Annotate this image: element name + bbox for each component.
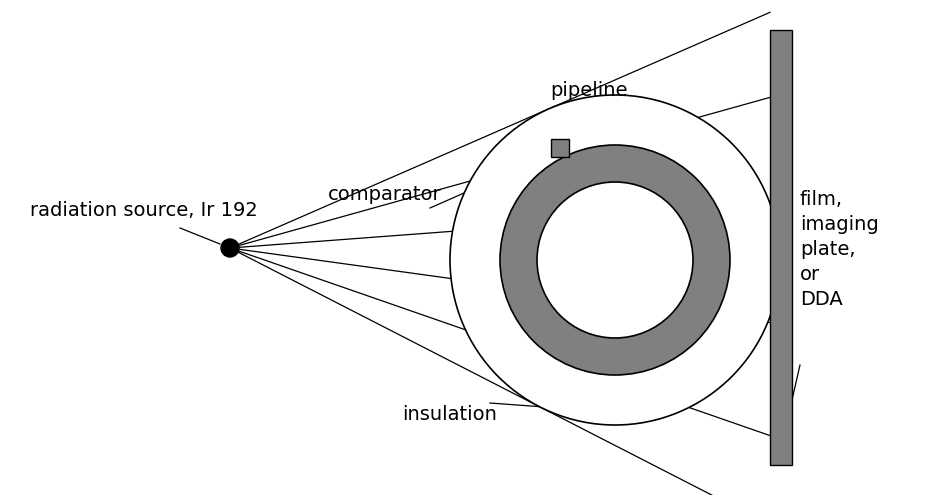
Text: insulation: insulation: [402, 405, 497, 425]
Text: comparator: comparator: [328, 186, 442, 204]
Text: pipeline: pipeline: [551, 81, 628, 99]
Circle shape: [500, 145, 730, 375]
Text: radiation source, Ir 192: radiation source, Ir 192: [30, 200, 258, 219]
Circle shape: [537, 182, 693, 338]
Bar: [770, 30, 792, 465]
Ellipse shape: [450, 95, 780, 425]
Bar: [551, 139, 569, 157]
Circle shape: [221, 239, 239, 257]
Text: film,
imaging
plate,
or
DDA: film, imaging plate, or DDA: [800, 190, 879, 309]
